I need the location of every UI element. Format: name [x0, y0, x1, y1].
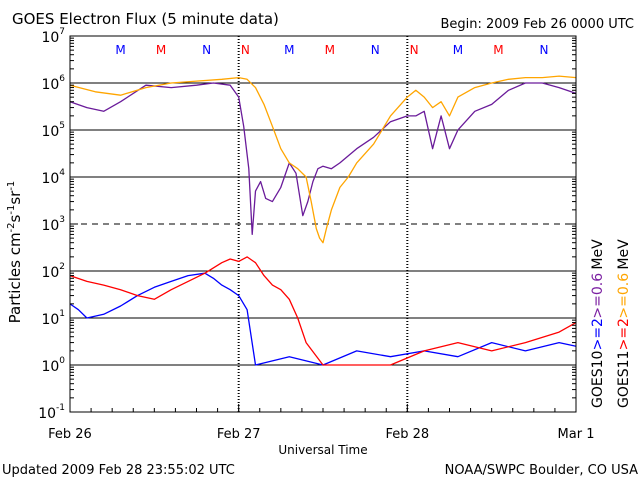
legend-entry: >=0.6: [616, 273, 632, 319]
series-line: [69, 256, 577, 366]
marker-label: N: [202, 43, 211, 57]
marker-label: M: [493, 43, 503, 57]
marker-label: M: [325, 43, 335, 57]
marker-label: M: [284, 43, 294, 57]
marker-label: N: [539, 43, 548, 57]
y-tick-label: 10-1: [38, 403, 65, 422]
marker-label: N: [241, 43, 250, 57]
x-axis-label: Universal Time: [278, 443, 367, 457]
legend-entry: >=0.6: [590, 273, 606, 319]
y-tick-label: 103: [41, 215, 65, 234]
y-tick-label: 100: [41, 356, 65, 375]
marker-label: M: [453, 43, 463, 57]
x-tick-label: Mar 1: [558, 427, 595, 442]
y-tick-label: 102: [41, 262, 65, 281]
series-line: [69, 75, 577, 244]
y-tick-label: 107: [41, 27, 65, 46]
legend-entry: >=2: [616, 318, 632, 350]
series-line: [69, 82, 577, 236]
marker-label: M: [156, 43, 166, 57]
marker-label: N: [410, 43, 419, 57]
y-tick-label: 101: [41, 309, 65, 328]
marker-label: M: [115, 43, 125, 57]
updated-time: Updated 2009 Feb 28 23:55:02 UTC: [2, 463, 235, 478]
y-axis-ticks: 10-1 100 101 102 103 104 105 106 107: [38, 27, 576, 422]
legend-entry: MeV: [590, 239, 606, 270]
y-axis-label: Particles cm-2s-1sr-1: [6, 181, 24, 324]
y-tick-label: 106: [41, 74, 65, 93]
credit: NOAA/SWPC Boulder, CO USA: [445, 463, 638, 478]
legend-entry: GOES10: [590, 351, 606, 408]
gridlines: [70, 82, 576, 366]
x-tick-label: Feb 26: [48, 427, 92, 442]
legend-entry: GOES11: [616, 351, 632, 408]
legend-entry: >=2: [590, 318, 606, 350]
marker-label: N: [371, 43, 380, 57]
begin-time: Begin: 2009 Feb 26 0000 UTC: [440, 17, 634, 32]
series-lines: [69, 75, 577, 366]
x-tick-label: Feb 28: [385, 427, 429, 442]
series-line: [69, 272, 577, 366]
x-tick-label: Feb 27: [217, 427, 261, 442]
legend-entry: MeV: [616, 239, 632, 270]
chart-title: GOES Electron Flux (5 minute data): [12, 10, 279, 28]
y-tick-label: 105: [41, 121, 65, 140]
y-tick-label: 104: [41, 168, 65, 187]
x-axis-ticks: Feb 26 Feb 27 Feb 28 Mar 1: [48, 404, 594, 442]
